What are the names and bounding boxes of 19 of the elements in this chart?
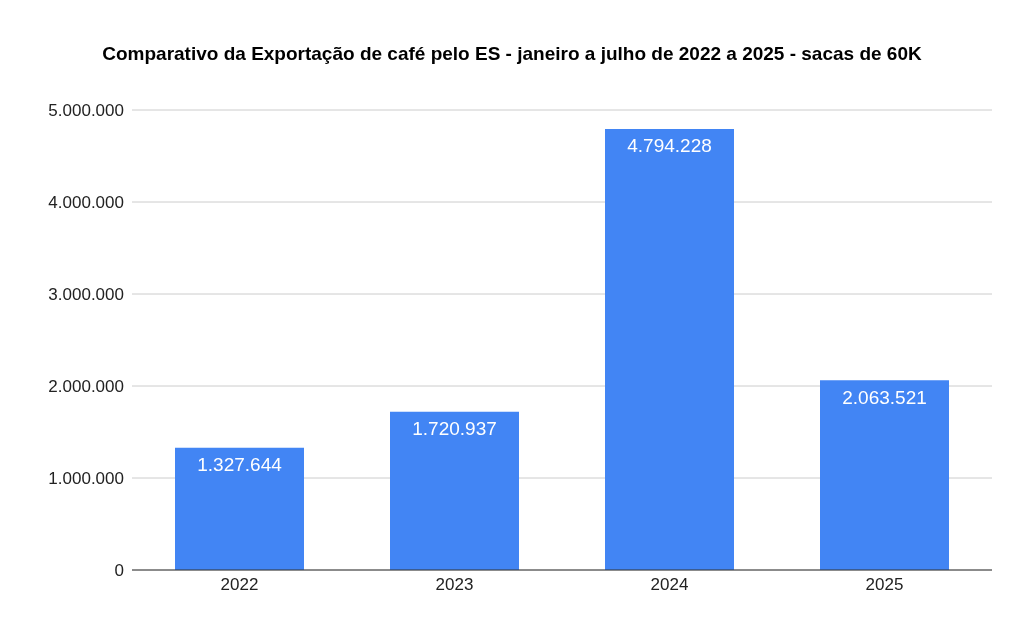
bar (390, 411, 519, 570)
bar (175, 447, 304, 570)
y-tick-label: 3.000.000 (48, 285, 124, 305)
x-tick-label: 2025 (865, 575, 904, 595)
y-tick-label: 4.000.000 (48, 193, 124, 213)
data-label: 1.720.937 (412, 418, 497, 440)
y-tick-label: 2.000.000 (48, 377, 124, 397)
bar (605, 128, 734, 570)
y-tick-label: 1.000.000 (48, 469, 124, 489)
x-tick-label: 2022 (220, 575, 259, 595)
chart-title: Comparativo da Exportação de café pelo ES - janeiro a julho de 2022 a 2025 - sacas de 60K (101, 41, 923, 65)
y-tick-label: 5.000.000 (48, 101, 124, 121)
x-tick-label: 2023 (435, 575, 474, 595)
x-tick-label: 2024 (650, 575, 689, 595)
data-label: 2.063.521 (842, 386, 927, 408)
y-tick-label: 0 (114, 561, 124, 581)
data-label: 4.794.228 (627, 135, 712, 157)
data-label: 1.327.644 (197, 454, 283, 476)
bar (820, 380, 949, 570)
